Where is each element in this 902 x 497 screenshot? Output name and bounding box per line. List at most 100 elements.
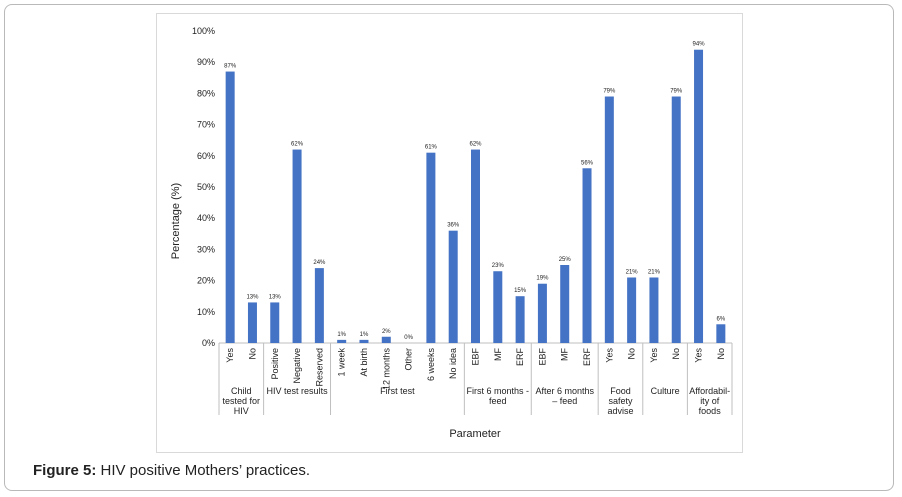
y-tick-label: 100%: [192, 26, 215, 36]
bar: [247, 302, 257, 343]
bar: [537, 283, 547, 343]
y-tick-label: 0%: [202, 338, 215, 348]
data-label: 15%: [514, 288, 527, 294]
bar: [381, 336, 391, 343]
category-label: Other: [404, 348, 414, 371]
category-label: 12 months: [381, 348, 391, 391]
group-label: Culture: [651, 386, 680, 396]
bar: [694, 49, 704, 343]
bar: [337, 339, 347, 343]
data-label: 79%: [603, 89, 616, 95]
data-label: 56%: [581, 160, 594, 166]
data-label: 21%: [648, 269, 661, 275]
bar: [604, 96, 614, 344]
y-tick-label: 80%: [197, 88, 215, 98]
category-label: Yes: [225, 348, 235, 363]
data-label: 13%: [269, 294, 282, 300]
category-label: MF: [493, 348, 503, 361]
data-label: 36%: [447, 223, 460, 229]
data-label: 87%: [224, 64, 237, 70]
data-label: 25%: [559, 257, 572, 263]
category-label: ERF: [582, 347, 592, 366]
category-label: No: [247, 348, 257, 360]
bar: [426, 152, 436, 343]
category-label: No: [716, 348, 726, 360]
bar: [493, 271, 503, 343]
data-label: 94%: [693, 42, 706, 48]
group-label: – feed: [552, 396, 577, 406]
bar: [582, 168, 592, 343]
data-label: 1%: [360, 332, 369, 338]
data-label: 2%: [382, 329, 391, 335]
data-label: 0%: [404, 335, 413, 341]
group-label: tested for: [223, 396, 261, 406]
category-label: Yes: [694, 348, 704, 363]
category-label: At birth: [359, 348, 369, 377]
category-label: MF: [560, 348, 570, 361]
y-tick-label: 10%: [197, 307, 215, 317]
data-label: 13%: [246, 294, 259, 300]
category-label: Yes: [604, 348, 614, 363]
category-label: Reserved: [314, 348, 324, 387]
category-label: Positive: [270, 348, 280, 380]
bar: [359, 339, 369, 343]
y-axis-title: Percentage (%): [170, 183, 182, 259]
category-label: 6 weeks: [426, 348, 436, 382]
data-label: 1%: [337, 332, 346, 338]
category-label: No idea: [448, 348, 458, 379]
category-label: No: [671, 348, 681, 360]
bar: [225, 71, 235, 343]
data-label: 62%: [469, 142, 482, 148]
category-label: 1 week: [337, 348, 347, 377]
group-label: feed: [489, 396, 507, 406]
category-label: EBF: [471, 348, 481, 366]
bar: [448, 230, 458, 343]
caption-prefix: Figure 5:: [33, 462, 97, 479]
group-label: advise: [607, 406, 633, 416]
data-label: 61%: [425, 145, 438, 151]
y-tick-label: 50%: [197, 182, 215, 192]
group-label: HIV test results: [267, 386, 329, 396]
bar: [627, 277, 637, 343]
data-label: 6%: [717, 316, 726, 322]
category-label: EBF: [537, 348, 547, 366]
data-label: 24%: [313, 260, 326, 266]
y-tick-label: 30%: [197, 244, 215, 254]
category-label: Negative: [292, 348, 302, 384]
data-label: 23%: [492, 263, 505, 269]
figure-caption: Figure 5: HIV positive Mothers’ practice…: [33, 462, 310, 479]
group-label: First test: [380, 386, 415, 396]
group-label: First 6 months -: [467, 386, 530, 396]
caption-text: HIV positive Mothers’ practices.: [96, 462, 311, 479]
bar: [270, 302, 280, 343]
data-label: 62%: [291, 142, 304, 148]
group-label: ity of: [700, 396, 720, 406]
data-label: 79%: [670, 89, 683, 95]
group-label: HIV: [234, 406, 249, 416]
y-tick-label: 20%: [197, 276, 215, 286]
group-label: Food: [610, 386, 631, 396]
y-tick-label: 90%: [197, 57, 215, 67]
group-label: Affordabil-: [689, 386, 730, 396]
y-tick-label: 70%: [197, 120, 215, 130]
category-label: No: [627, 348, 637, 360]
y-tick-label: 40%: [197, 213, 215, 223]
category-label: Yes: [649, 348, 659, 363]
bar: [671, 96, 681, 344]
x-axis-title: Parameter: [449, 428, 501, 440]
category-label: ERF: [515, 347, 525, 366]
bar: [560, 265, 570, 343]
group-label: Child: [231, 386, 252, 396]
bar: [292, 149, 302, 343]
bar: [649, 277, 659, 343]
group-label: foods: [699, 406, 722, 416]
bar: [314, 268, 324, 343]
group-label: safety: [608, 396, 633, 406]
bar: [716, 324, 726, 343]
group-label: After 6 months: [535, 386, 594, 396]
y-tick-label: 60%: [197, 151, 215, 161]
data-label: 21%: [626, 269, 639, 275]
data-label: 19%: [536, 276, 549, 282]
bar: [515, 296, 525, 343]
